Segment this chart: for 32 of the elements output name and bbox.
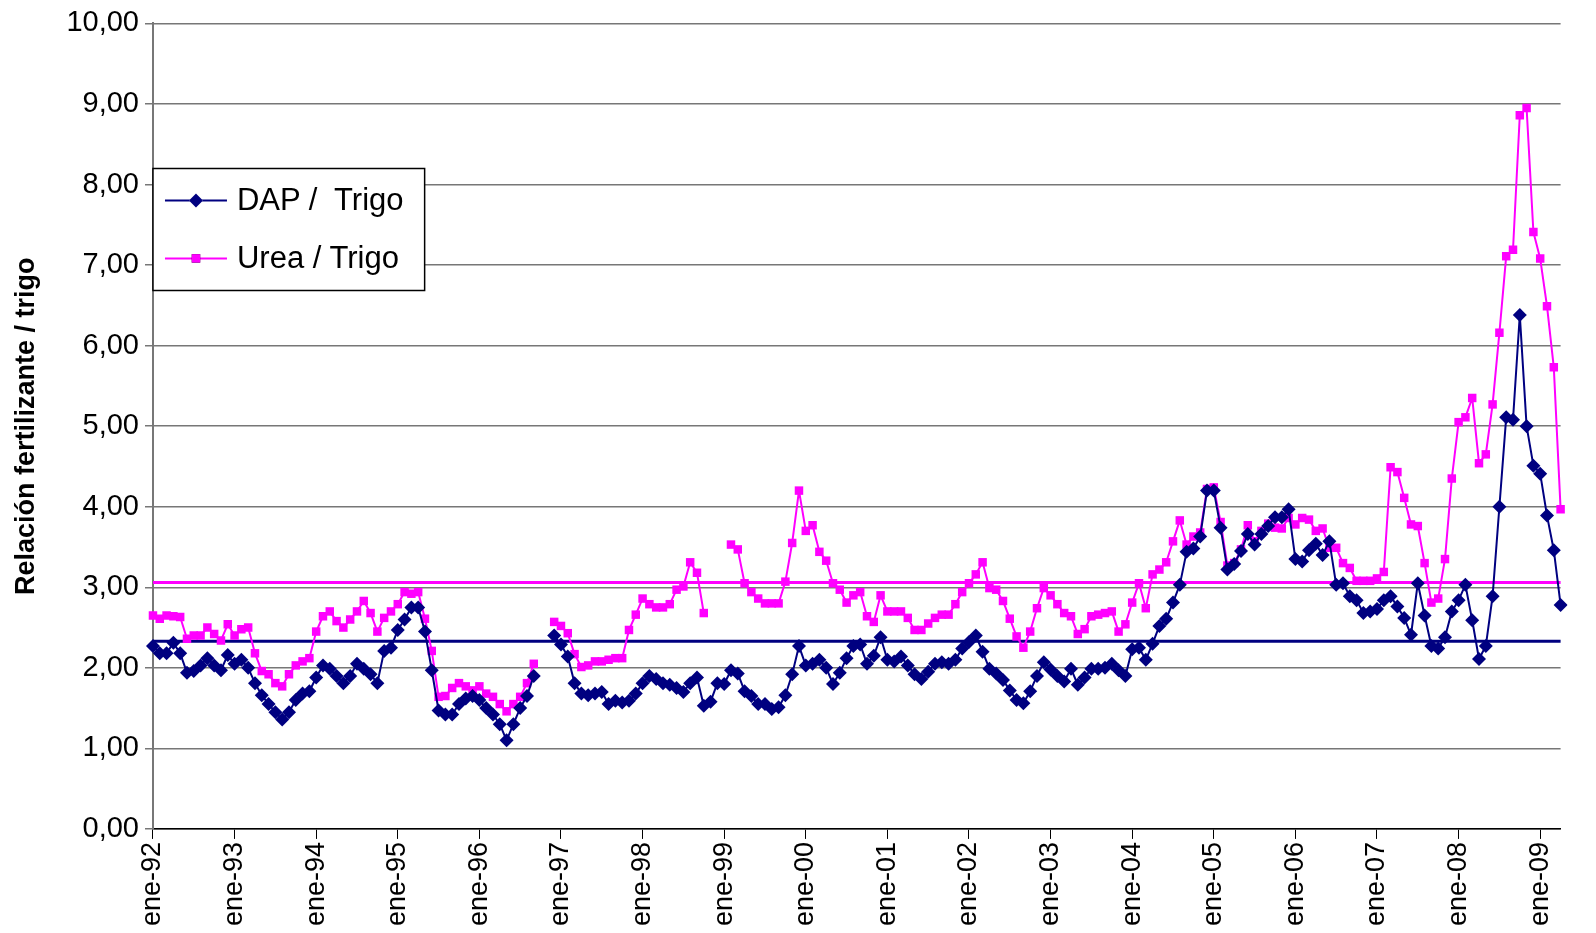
x-tick-label: ene-07 xyxy=(1360,841,1391,927)
x-tick-label: ene-97 xyxy=(544,841,575,927)
y-tick-label: 3,00 xyxy=(82,569,139,602)
x-tick-label: ene-04 xyxy=(1115,841,1146,927)
y-tick-label: 2,00 xyxy=(82,649,139,682)
y-tick-label: 9,00 xyxy=(82,85,139,118)
x-tick-label: ene-93 xyxy=(218,841,249,927)
y-axis-title: Relación fertilizante / trigo xyxy=(9,257,40,595)
legend-label: DAP / Trigo xyxy=(236,181,404,217)
y-tick-label: 7,00 xyxy=(82,247,139,280)
x-tick-label: ene-09 xyxy=(1523,841,1554,927)
y-tick-label: 6,00 xyxy=(82,327,139,360)
x-tick-label: ene-92 xyxy=(136,841,167,927)
x-tick-label: ene-03 xyxy=(1034,841,1065,927)
y-tick-label: 4,00 xyxy=(82,488,139,521)
y-tick-label: 1,00 xyxy=(82,730,139,763)
x-tick-label: ene-94 xyxy=(299,841,330,927)
x-tick-label: ene-02 xyxy=(952,841,983,927)
y-tick-label: 10,00 xyxy=(66,5,139,38)
x-tick-label: ene-01 xyxy=(870,841,901,927)
x-tick-label: ene-00 xyxy=(789,841,820,927)
legend-label: Urea / Trigo xyxy=(236,239,399,275)
y-tick-label: 8,00 xyxy=(82,166,139,199)
x-tick-label: ene-06 xyxy=(1278,841,1309,927)
x-tick-label: ene-98 xyxy=(626,841,657,927)
x-tick-label: ene-96 xyxy=(462,841,493,927)
x-tick-label: ene-05 xyxy=(1197,841,1228,927)
x-tick-label: ene-08 xyxy=(1442,841,1473,927)
y-tick-label: 0,00 xyxy=(82,810,139,843)
y-tick-label: 5,00 xyxy=(82,408,139,441)
x-tick-label: ene-95 xyxy=(381,841,412,927)
x-tick-label: ene-99 xyxy=(707,841,738,927)
